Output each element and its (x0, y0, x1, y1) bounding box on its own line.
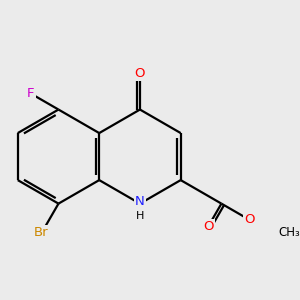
Text: Br: Br (34, 226, 49, 239)
Text: N: N (135, 195, 145, 208)
Text: O: O (244, 213, 254, 226)
Text: CH₃: CH₃ (279, 226, 300, 239)
Text: H: H (136, 211, 144, 221)
Text: O: O (203, 220, 214, 233)
Text: F: F (27, 87, 34, 100)
Text: O: O (135, 67, 145, 80)
